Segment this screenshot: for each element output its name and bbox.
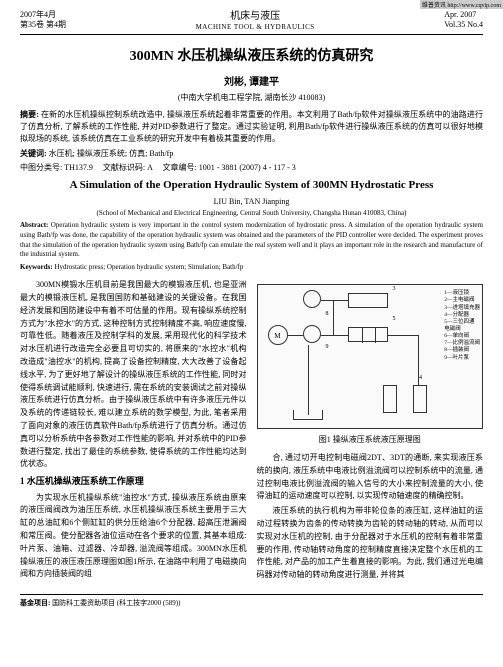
journal-name-cn: 机床与液压 [196,10,315,23]
paragraph-3: 合, 通过切开电控制电磁阀2DT、3DT的通断, 来实现液压系统的换向, 液压系… [257,452,484,503]
abstract-cn: 摘要: 在新的水压机操纵控制系统改造中, 操纵液压系统起着非常重要的作用。本文利… [20,109,483,145]
paragraph-1: 300MN模锻水压机目前是我国最大的模锻液压机, 也是亚洲最大的模锻液压机, 是… [20,279,247,471]
legend-item-9: 8—插装阀 [444,347,480,354]
column-left: 300MN模锻水压机目前是我国最大的模锻液压机, 也是亚洲最大的模锻液压机, 是… [20,279,247,584]
watermark: 维普资讯 http://www.cqvip.com [420,0,503,9]
abstract-cn-text: 在新的水压机操纵控制系统改造中, 操纵液压系统起着非常重要的作用。本文利用了Ba… [20,110,483,143]
line-3 [321,300,348,301]
legend-item-2: 2—主电磁阀 [444,297,480,304]
pump-symbol-2 [303,290,321,308]
fund-label: 基金项目: [20,599,52,607]
journal-header: 2007年4月 第35卷 第4期 机床与液压 MACHINE TOOL & HY… [20,10,483,35]
section-1-title: 1 水压机操纵液压系统工作原理 [20,474,247,488]
valve-2 [348,327,388,342]
hydraulic-schematic: M 9 8 5 3 [258,285,483,428]
keywords-cn-label: 关键词: [20,149,49,158]
label-5: 5 [393,315,396,325]
pump-symbol [303,325,321,343]
line-6 [388,335,418,336]
fund-text: 国防科工委资助项目 (科工技字2000 (589)) [52,599,180,607]
abstract-en-label: Abstract: [20,221,51,229]
header-center: 机床与液压 MACHINE TOOL & HYDRAULICS [196,10,315,32]
legend-item-3: 3—进塔填充器 [444,305,480,312]
line-4 [333,300,334,335]
label-8: 8 [326,310,329,320]
figure-1-caption: 图1 操纵液压系统液压原理图 [257,434,484,447]
volume-en: Vol.35 No.4 [444,20,483,30]
paragraph-2: 为实现水压机操纵系统"油控水"方式, 操纵液压系统由原来的液压阀阀改为油压压系统… [20,492,247,582]
abstract-en: Abstract: Operation hydraulic system is … [20,221,483,260]
title-cn: 300MN 水压机操纵液压系统的仿真研究 [20,45,483,65]
figure-legend: 1—液压锁 2—主电磁阀 3—进塔填充器 4—分配器 5—三位四通 电磁阀 6—… [444,290,480,361]
line-1 [288,335,303,336]
date-cn: 2007年4月 [20,10,66,20]
header-left: 2007年4月 第35卷 第4期 [20,10,66,32]
legend-item-10: 9—叶片泵 [444,355,480,362]
abstract-en-text: Operation hydraulic system is very impor… [20,221,483,258]
line-2 [321,335,348,336]
title-en: A Simulation of the Operation Hydraulic … [20,179,483,191]
legend-item-4: 4—分配器 [444,312,480,319]
column-right: M 9 8 5 3 [257,279,484,584]
authors-cn: 刘彬, 谭建平 [20,73,483,88]
legend-item-5: 5—三位四通 [444,319,480,326]
keywords-en: Keywords: Hydrostatic press; Operation h… [20,263,483,271]
paragraph-4: 液压系统的执行机构为带非轮位条的液压缸, 这样油缸的运动过程转换为齿条的传动转换… [257,505,484,582]
date-en: Apr. 2007 [444,10,483,20]
footer-note: 基金项目: 国防科工委资助项目 (科工技字2000 (589)) [20,594,483,608]
affiliation-cn: (中南大学机电工程学院, 湖南长沙 410083) [20,92,483,103]
affiliation-en: (School of Mechanical and Electrical Eng… [20,209,483,217]
line-5 [308,345,309,415]
keywords-cn: 关键词: 水压机; 操纵液压系统; 仿真; Bath/fp [20,148,483,159]
cylinder-1 [413,385,427,413]
figure-1: M 9 8 5 3 [257,284,484,429]
article-label: 文章编号: [162,163,198,172]
header-right: Apr. 2007 Vol.35 No.4 [444,10,483,32]
cylinder-2 [383,385,397,413]
doc-label: 文献标识码: [103,163,147,172]
article-no: 1001 - 3881 (2007) 4 - 117 - 3 [199,163,296,172]
label-3: 3 [393,285,396,295]
volume-cn: 第35卷 第4期 [20,20,66,30]
keywords-en-label: Keywords: [20,263,54,271]
class-no: TH137.9 [64,163,93,172]
valve-1 [348,293,388,308]
keywords-en-text: Hydrostatic press; Operation hydraulic s… [54,263,243,271]
journal-name-en: MACHINE TOOL & HYDRAULICS [196,23,315,32]
keywords-cn-text: 水压机; 操纵液压系统; 仿真; Bath/fp [49,149,174,158]
class-label: 中图分类号: [20,163,64,172]
abstract-cn-label: 摘要: [20,110,41,119]
doc-code: A [147,163,152,172]
label-4: 4 [419,374,422,384]
label-9: 9 [326,343,329,353]
body-columns: 300MN模锻水压机目前是我国最大的模锻液压机, 也是亚洲最大的模锻液压机, 是… [20,279,483,584]
authors-en: LIU Bin, TAN Jianping [20,197,483,206]
motor-symbol: M [268,325,288,345]
classification-row: 中图分类号: TH137.9 文献标识码: A 文章编号: 1001 - 388… [20,162,483,173]
